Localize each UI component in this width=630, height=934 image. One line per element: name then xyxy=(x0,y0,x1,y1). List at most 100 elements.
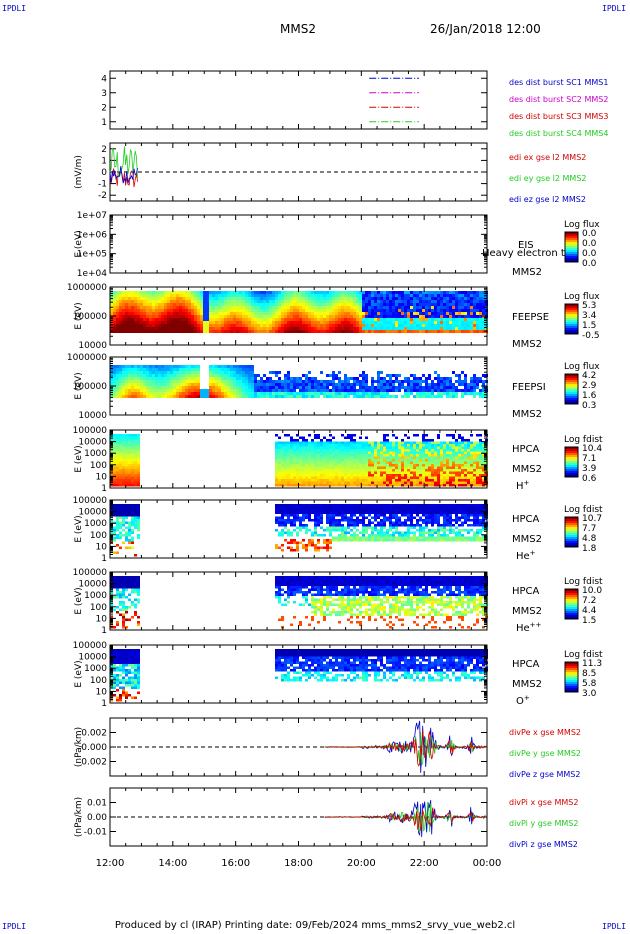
spectrogram-cell xyxy=(386,474,389,477)
spectrogram-cell xyxy=(368,392,371,395)
spectrogram-cell xyxy=(251,324,254,327)
spectrogram-cell xyxy=(347,474,350,477)
colorbar-step xyxy=(565,392,578,395)
spectrogram-cell xyxy=(404,380,407,383)
spectrogram-cell xyxy=(224,309,227,312)
spectrogram-cell xyxy=(368,297,371,300)
colorbar-tick-label: 2.9 xyxy=(582,381,597,391)
spectrogram-cell xyxy=(287,315,290,318)
spectrogram-cell xyxy=(353,312,356,315)
spectrogram-cell xyxy=(323,481,326,484)
spectrogram-cell xyxy=(377,303,380,306)
spectrogram-cell xyxy=(398,444,401,447)
spectrogram-cell xyxy=(251,386,254,389)
spectrogram-cell xyxy=(188,294,191,297)
spectrogram-cell xyxy=(449,461,452,464)
spectrogram-cell xyxy=(296,434,299,437)
spectrogram-cell xyxy=(410,294,413,297)
spectrogram-cell xyxy=(182,318,185,321)
spectrogram-cell xyxy=(473,318,476,321)
spectrogram-cell xyxy=(248,327,251,330)
spectrogram-cell xyxy=(251,318,254,321)
spectrogram-cell xyxy=(353,330,356,333)
spectrogram-cell xyxy=(218,309,221,312)
spectrogram-cell xyxy=(242,386,245,389)
spectrogram-cell xyxy=(356,456,359,459)
spectrogram-cell xyxy=(290,392,293,395)
spectrogram-cell xyxy=(272,371,275,374)
spectrogram-cell xyxy=(482,454,485,457)
spectrogram-cell xyxy=(290,380,293,383)
spectrogram-cell xyxy=(431,459,434,462)
spectrogram-cell xyxy=(395,476,398,479)
spectrogram-cell xyxy=(467,306,470,309)
spectrogram-cell xyxy=(152,371,155,374)
spectrogram-cell xyxy=(350,318,353,321)
spectrogram-cell xyxy=(116,451,119,454)
spectrogram-cell xyxy=(305,380,308,383)
spectrogram-cell xyxy=(194,383,197,386)
spectrogram-cell xyxy=(164,365,167,368)
spectrogram-cell xyxy=(191,377,194,380)
spectrogram-cell xyxy=(395,294,398,297)
spectrogram-cell xyxy=(293,294,296,297)
spectrogram-cell xyxy=(299,474,302,477)
spectrogram-cell xyxy=(272,315,275,318)
spectrogram-cell xyxy=(452,464,455,467)
spectrogram-cell xyxy=(173,300,176,303)
spectrogram-cell xyxy=(209,318,212,321)
spectrogram-cell xyxy=(248,306,251,309)
spectrogram-cell xyxy=(389,318,392,321)
spectrogram-cell xyxy=(182,303,185,306)
spectrogram-cell xyxy=(389,459,392,462)
spectrogram-cell xyxy=(299,392,302,395)
spectrogram-cell xyxy=(299,464,302,467)
spectrogram-cell xyxy=(443,479,446,482)
spectrogram-cell xyxy=(218,291,221,294)
spectrogram-cell xyxy=(362,456,365,459)
spectrogram-cell xyxy=(470,318,473,321)
spectrogram-cell xyxy=(344,474,347,477)
spectrogram-cell xyxy=(281,291,284,294)
spectrogram-cell xyxy=(470,330,473,333)
spectrogram-cell xyxy=(293,449,296,452)
spectrogram-cell xyxy=(368,441,371,444)
spectrogram-cell xyxy=(227,395,230,398)
spectrogram-cell xyxy=(320,479,323,482)
spectrogram-cell xyxy=(461,469,464,472)
spectrogram-cell xyxy=(134,479,137,482)
spectrogram-cell xyxy=(284,469,287,472)
spectrogram-cell xyxy=(365,476,368,479)
spectrogram-cell xyxy=(218,389,221,392)
spectrogram-cell xyxy=(260,291,263,294)
spectrogram-cell xyxy=(482,456,485,459)
spectrogram-cell xyxy=(401,449,404,452)
spectrogram-cell xyxy=(329,441,332,444)
spectrogram-cell xyxy=(464,449,467,452)
spectrogram-cell xyxy=(377,377,380,380)
spectrogram-cell xyxy=(116,476,119,479)
spectrogram-cell xyxy=(422,315,425,318)
spectrogram-cell xyxy=(122,377,125,380)
spectrogram-cell xyxy=(461,459,464,462)
spectrogram-cell xyxy=(257,291,260,294)
spectrogram-cell xyxy=(377,484,380,487)
spectrogram-cell xyxy=(134,300,137,303)
spectrogram-cell xyxy=(149,395,152,398)
spectrogram-cell xyxy=(179,377,182,380)
spectrogram-cell xyxy=(299,436,302,439)
spectrogram-cell xyxy=(404,469,407,472)
spectrogram-cell xyxy=(401,484,404,487)
spectrogram-cell xyxy=(149,297,152,300)
spectrogram-cell xyxy=(452,466,455,469)
spectrogram-cell xyxy=(311,449,314,452)
spectrogram-cell xyxy=(371,464,374,467)
spectrogram-cell xyxy=(143,324,146,327)
spectrogram-cell xyxy=(194,300,197,303)
spectrogram-cell xyxy=(287,444,290,447)
spectrogram-cell xyxy=(299,476,302,479)
spectrogram-cell xyxy=(440,330,443,333)
spectrogram-cell xyxy=(434,330,437,333)
spectrogram-cell xyxy=(128,318,131,321)
spectrogram-cell xyxy=(248,315,251,318)
